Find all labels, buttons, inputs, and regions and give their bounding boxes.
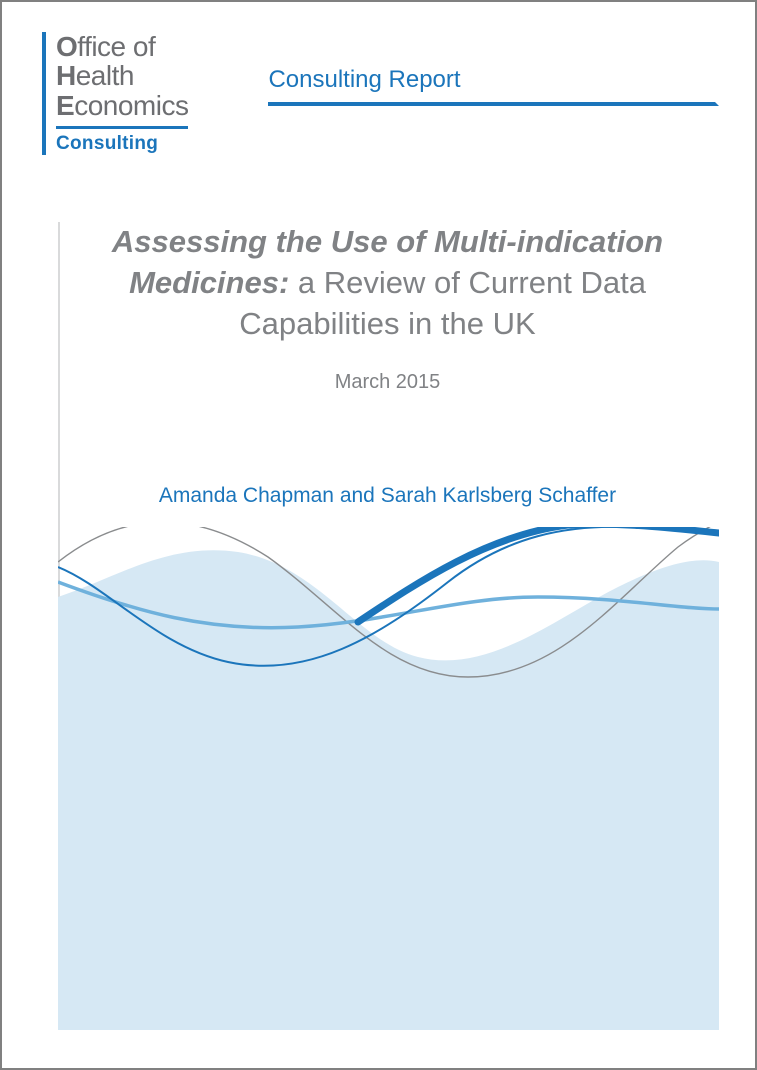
logo-rest-1: ffice of (77, 31, 155, 62)
report-type-label: Consulting Report (268, 66, 715, 102)
logo-rest-2: ealth (76, 60, 134, 91)
report-title: Assessing the Use of Multi-indication Me… (76, 222, 699, 345)
wave-svg (58, 527, 719, 1030)
report-rule (268, 102, 715, 106)
org-logo: Office of Health Economics Consulting (42, 32, 188, 155)
header: Office of Health Economics Consulting Co… (2, 2, 755, 155)
report-date: March 2015 (76, 371, 699, 394)
logo-bold-o: O (56, 31, 77, 62)
title-block: Assessing the Use of Multi-indication Me… (60, 222, 715, 508)
logo-line-1: Office of (56, 32, 188, 61)
report-authors: Amanda Chapman and Sarah Karlsberg Schaf… (76, 484, 699, 508)
report-label-block: Consulting Report (268, 32, 715, 106)
logo-bold-h: H (56, 60, 76, 91)
logo-line-3: Economics (56, 91, 188, 120)
logo-subbrand: Consulting (56, 133, 158, 154)
logo-divider: Consulting (56, 126, 188, 155)
decorative-waves (2, 527, 755, 1030)
logo-bold-e: E (56, 90, 74, 121)
title-rest: a Review of Current Data Capabilities in… (239, 265, 646, 341)
logo-rest-3: conomics (74, 90, 188, 121)
wave-fill (58, 550, 719, 1030)
logo-line-2: Health (56, 61, 188, 90)
